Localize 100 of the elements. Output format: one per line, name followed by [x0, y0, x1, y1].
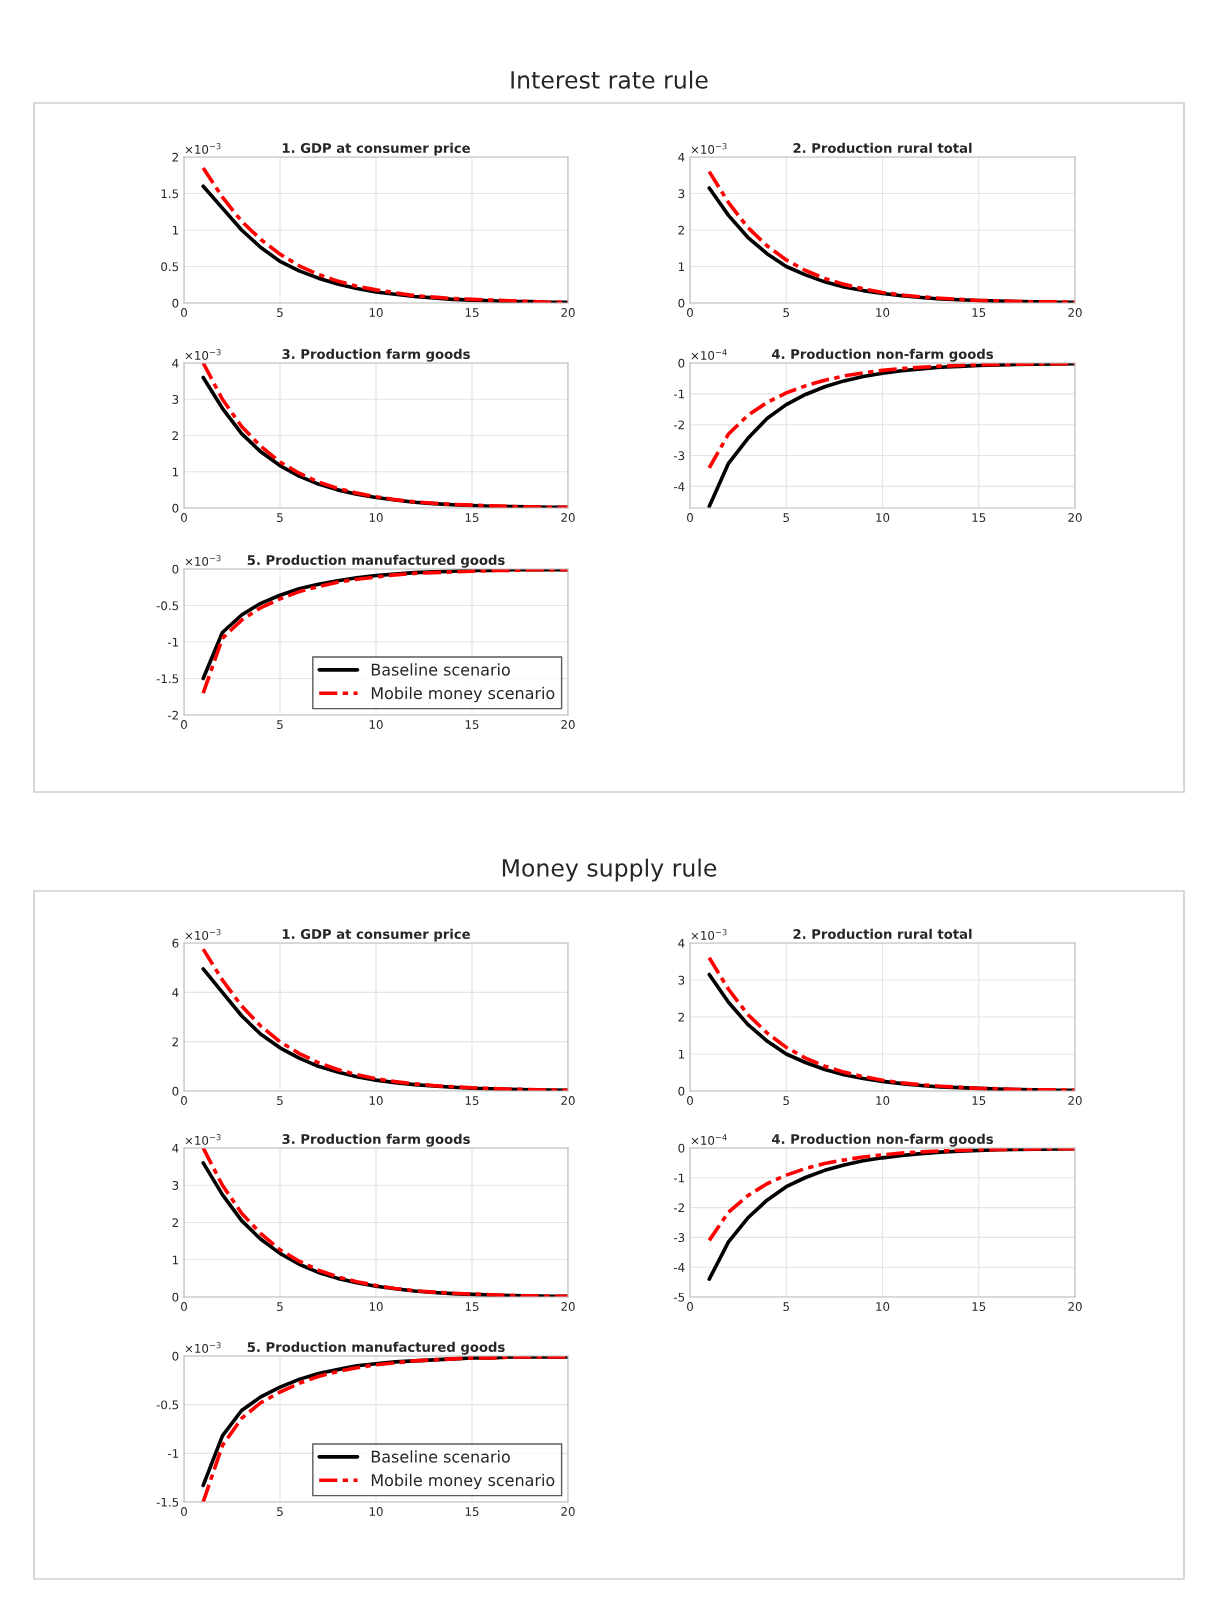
text: ×10$^{−3}$ [691, 929, 727, 940]
x-tick-label: 20 [561, 1507, 575, 1516]
x-tick-label: 5 [783, 1302, 789, 1311]
x-tick-label: 20 [561, 308, 575, 317]
legend-label: Mobile money scenario [371, 686, 555, 703]
legend-label: Mobile money scenario [371, 1473, 555, 1490]
chart-title: 2. Production rural total [793, 142, 972, 154]
y-tick-label: -2 [673, 420, 684, 430]
y-tick-label: -3 [673, 1233, 685, 1243]
chart-title: 3. Production farm goods [282, 348, 470, 362]
x-tick-label: 15 [972, 1096, 986, 1105]
x-tick-label: 0 [181, 1507, 187, 1516]
x-tick-label: 0 [181, 513, 187, 522]
x-tick-label: 10 [876, 1096, 890, 1105]
x-tick-label: 0 [687, 513, 693, 522]
y-tick-label: -2 [167, 710, 178, 720]
y-tick-label: 0 [172, 564, 179, 574]
text: ×10$^{−4}$ [691, 1134, 727, 1145]
x-tick-label: 0 [181, 308, 187, 317]
legend-label: Baseline scenario [371, 663, 510, 676]
y-tick-label: 6 [172, 938, 179, 948]
chart-title: 5. Production manufactured goods [247, 554, 505, 568]
y-tick-label: -5 [673, 1292, 685, 1302]
chart-subtitle: Interest rate rule [511, 70, 708, 89]
y-tick-label: -3 [673, 451, 685, 461]
x-tick-label: 0 [181, 1096, 187, 1105]
text: ×10$^{−4}$ [691, 349, 727, 360]
y-tick-label: -2 [673, 1203, 684, 1213]
x-tick-label: 15 [972, 308, 986, 317]
x-tick-label: 10 [876, 1302, 890, 1311]
y-tick-label: 4 [678, 152, 685, 162]
x-tick-label: 20 [561, 1096, 575, 1105]
y-tick-label: 0 [172, 298, 179, 308]
text: ×10$^{−3}$ [185, 929, 221, 940]
x-tick-label: 10 [369, 720, 383, 729]
x-tick-label: 5 [277, 1096, 283, 1105]
y-tick-label: 3 [678, 975, 685, 985]
y-tick-label: -1.5 [156, 674, 179, 684]
y-tick-label: 3 [172, 1180, 179, 1190]
x-tick-label: 15 [465, 1507, 479, 1516]
x-tick-label: 0 [687, 308, 693, 317]
x-tick-label: 15 [465, 308, 479, 317]
x-tick-label: 0 [687, 1302, 693, 1311]
x-tick-label: 15 [465, 1302, 479, 1311]
y-tick-label: 2 [172, 431, 178, 440]
chart-title: 2. Production rural total [793, 928, 972, 940]
y-tick-label: 3 [678, 189, 685, 199]
y-tick-label: 0 [678, 1143, 685, 1153]
chart-title: 4. Production non-farm goods [771, 348, 994, 362]
x-tick-label: 20 [1068, 1302, 1082, 1311]
y-tick-label: 0 [172, 1086, 179, 1096]
y-tick-label: -0.5 [156, 1400, 179, 1410]
y-tick-label: 1.5 [161, 189, 179, 199]
chart-title: 3. Production farm goods [282, 1133, 470, 1147]
x-tick-label: 20 [561, 513, 575, 522]
y-tick-label: 2 [678, 225, 684, 235]
x-tick-label: 5 [783, 513, 789, 522]
y-tick-label: 4 [172, 988, 179, 997]
text: ×10$^{−3}$ [185, 1134, 221, 1145]
chart-title: 1. GDP at consumer price [282, 142, 470, 156]
y-tick-label: -4 [673, 1263, 685, 1272]
x-tick-label: 20 [1068, 308, 1082, 317]
text: ×10$^{−3}$ [185, 1342, 221, 1353]
y-tick-label: 0 [678, 1086, 685, 1096]
y-tick-label: 4 [172, 1143, 179, 1153]
text: ×10$^{−3}$ [185, 143, 221, 154]
chart-title: 4. Production non-farm goods [771, 1133, 994, 1147]
x-tick-label: 5 [277, 308, 283, 317]
text: ×10$^{−3}$ [691, 143, 727, 154]
y-tick-label: 2 [172, 1037, 178, 1047]
chart-title: 5. Production manufactured goods [247, 1341, 505, 1355]
y-tick-label: 1 [678, 262, 685, 271]
x-tick-label: 5 [277, 1302, 283, 1311]
x-tick-label: 15 [972, 1302, 986, 1311]
y-tick-label: 0 [678, 298, 685, 308]
x-tick-label: 20 [1068, 1096, 1082, 1105]
y-tick-label: 0 [172, 503, 179, 513]
y-tick-label: 1 [678, 1049, 685, 1059]
y-tick-label: 0 [172, 1351, 179, 1361]
y-tick-label: -1.5 [156, 1497, 179, 1507]
x-tick-label: 5 [783, 1096, 789, 1105]
y-tick-label: 1 [172, 225, 179, 235]
x-tick-label: 20 [1068, 513, 1082, 522]
x-tick-label: 10 [369, 1096, 383, 1105]
x-tick-label: 15 [465, 720, 479, 729]
x-tick-label: 15 [972, 513, 986, 522]
y-tick-label: 1 [172, 1255, 179, 1265]
x-tick-label: 10 [876, 513, 890, 522]
y-tick-label: -1 [167, 637, 179, 647]
y-tick-label: 1 [172, 467, 179, 477]
x-tick-label: 20 [561, 720, 575, 729]
line-series [707, 1148, 1075, 1243]
x-tick-label: 5 [277, 513, 283, 522]
x-tick-label: 0 [181, 720, 187, 729]
y-tick-label: 2 [678, 1012, 684, 1022]
legend-label: Baseline scenario [371, 1450, 510, 1463]
y-tick-label: 2 [172, 1218, 178, 1227]
y-tick-label: -1 [673, 389, 685, 399]
y-tick-label: -4 [673, 482, 685, 491]
y-tick-label: 4 [172, 358, 179, 368]
